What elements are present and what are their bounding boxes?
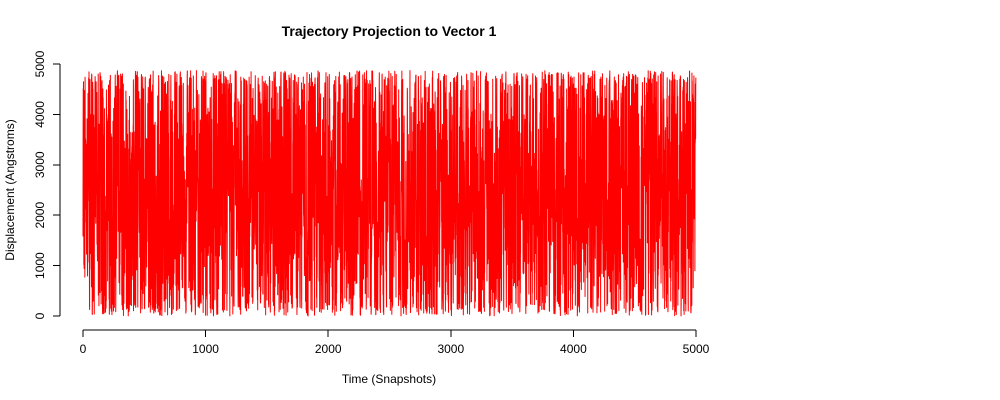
chart-title: Trajectory Projection to Vector 1: [282, 23, 497, 39]
y-ticks: 0 1000 2000 3000 4000 5000: [33, 50, 60, 319]
x-tick-label: 4000: [560, 342, 587, 356]
y-tick-label: 1000: [33, 252, 47, 279]
x-tick-label: 1000: [192, 342, 219, 356]
series-line: [82, 70, 697, 317]
x-tick-label: 3000: [437, 342, 464, 356]
plot-area: [82, 70, 697, 317]
x-ticks: 0 1000 2000 3000 4000 5000: [80, 330, 710, 356]
y-tick-label: 3000: [33, 151, 47, 178]
y-tick-label: 2000: [33, 202, 47, 229]
x-axis-label: Time (Snapshots): [342, 372, 436, 386]
y-axis-label: Displacement (Angstroms): [3, 119, 17, 260]
x-tick-label: 0: [80, 342, 87, 356]
x-tick-label: 5000: [683, 342, 710, 356]
x-tick-label: 2000: [315, 342, 342, 356]
y-tick-label: 4000: [33, 101, 47, 128]
y-tick-label: 0: [33, 312, 47, 319]
y-tick-label: 5000: [33, 50, 47, 77]
